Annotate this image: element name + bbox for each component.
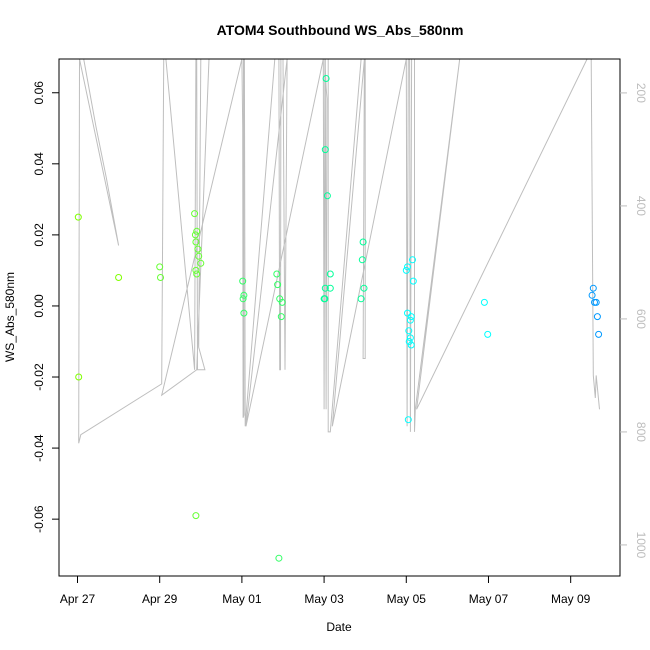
data-point-16 — [240, 291, 248, 299]
data-point-20 — [274, 281, 282, 289]
data-point-27 — [322, 75, 330, 82]
data-point-18 — [240, 309, 248, 317]
data-point-45 — [406, 334, 414, 342]
y-tick-label-6: 0.06 — [32, 81, 46, 105]
data-point-14 — [192, 512, 200, 520]
x-tick-label-3: May 03 — [304, 592, 344, 606]
data-point-19 — [273, 270, 281, 278]
plot-frame — [58, 58, 621, 577]
data-point-12 — [192, 266, 200, 274]
data-point-23 — [277, 313, 285, 321]
data-point-26 — [321, 284, 329, 292]
data-point-22 — [278, 298, 286, 306]
data-point-47 — [407, 341, 415, 349]
data-point-29 — [323, 192, 331, 200]
x-axis-label: Date — [326, 620, 352, 634]
data-point-52 — [588, 291, 596, 299]
data-point-11 — [197, 259, 205, 267]
x-tick-label-0: Apr 27 — [60, 592, 96, 606]
y-tick-label-3: 0.00 — [32, 294, 46, 318]
data-point-51 — [589, 284, 597, 292]
data-point-46 — [405, 338, 413, 345]
data-point-15 — [239, 277, 247, 285]
data-point-49 — [480, 298, 488, 306]
data-point-30 — [326, 270, 334, 278]
data-point-42 — [407, 313, 415, 321]
data-point-5 — [191, 210, 199, 218]
x-axis: Apr 27 Apr 29 May 01 May 03 May 05 May 07 May … — [60, 576, 591, 606]
y2-tick-label-4: 1000 — [634, 532, 648, 559]
y2-tick-label-1: 400 — [634, 196, 648, 216]
y-tick-label-0: -0.06 — [32, 505, 46, 533]
data-point-31 — [326, 284, 334, 292]
y-axis: -0.06 -0.04 -0.02 0.00 0.02 0.04 0.06 — [32, 81, 59, 533]
y-tick-label-1: -0.04 — [32, 434, 46, 462]
y2-tick-label-2: 600 — [634, 309, 648, 329]
data-point-2 — [115, 274, 123, 281]
data-point-6 — [191, 231, 199, 239]
data-point-13 — [193, 270, 201, 278]
chart-title: ATOM4 Southbound WS_Abs_580nm — [217, 22, 464, 38]
y-tick-label-2: -0.02 — [32, 363, 46, 391]
data-point-7 — [193, 227, 201, 235]
data-point-44 — [405, 327, 413, 335]
data-point-48 — [404, 416, 412, 424]
y-tick-label-5: 0.04 — [32, 152, 46, 176]
x-tick-label-6: May 09 — [551, 592, 591, 606]
data-point-50 — [484, 330, 492, 338]
y2-tick-label-0: 200 — [634, 83, 648, 103]
y-axis-label: WS_Abs_580nm — [3, 272, 17, 362]
secondary-y-axis: 200 400 600 800 1000 — [620, 83, 648, 559]
data-point-54 — [592, 298, 600, 306]
data-point-39 — [409, 256, 416, 264]
depth-trace-line — [78, 59, 600, 444]
data-point-37 — [402, 266, 410, 274]
data-point-55 — [593, 313, 601, 321]
data-point-35 — [360, 284, 368, 292]
data-point-4 — [157, 274, 164, 281]
x-tick-label-4: May 05 — [387, 592, 427, 606]
data-point-33 — [359, 238, 367, 246]
data-point-41 — [404, 309, 411, 317]
data-point-0 — [74, 213, 82, 221]
y2-tick-label-3: 800 — [634, 422, 648, 442]
data-point-56 — [595, 330, 603, 338]
x-tick-label-5: May 07 — [469, 592, 509, 606]
data-point-1 — [75, 373, 83, 381]
data-point-40 — [409, 277, 417, 285]
data-point-24 — [275, 554, 283, 562]
data-point-9 — [194, 245, 202, 253]
points-layer — [74, 75, 603, 562]
data-point-43 — [406, 316, 414, 324]
data-point-34 — [358, 256, 366, 264]
data-point-8 — [192, 238, 200, 246]
data-point-28 — [321, 146, 329, 154]
data-point-17 — [239, 295, 247, 303]
depth-trace-layer — [78, 59, 600, 444]
x-tick-label-2: May 01 — [222, 592, 262, 606]
data-point-32 — [321, 295, 329, 303]
data-point-10 — [195, 252, 203, 260]
y-tick-label-4: 0.02 — [32, 223, 46, 247]
x-tick-label-1: Apr 29 — [142, 592, 178, 606]
data-point-36 — [357, 295, 365, 303]
data-point-3 — [156, 263, 164, 271]
data-point-38 — [404, 263, 411, 271]
